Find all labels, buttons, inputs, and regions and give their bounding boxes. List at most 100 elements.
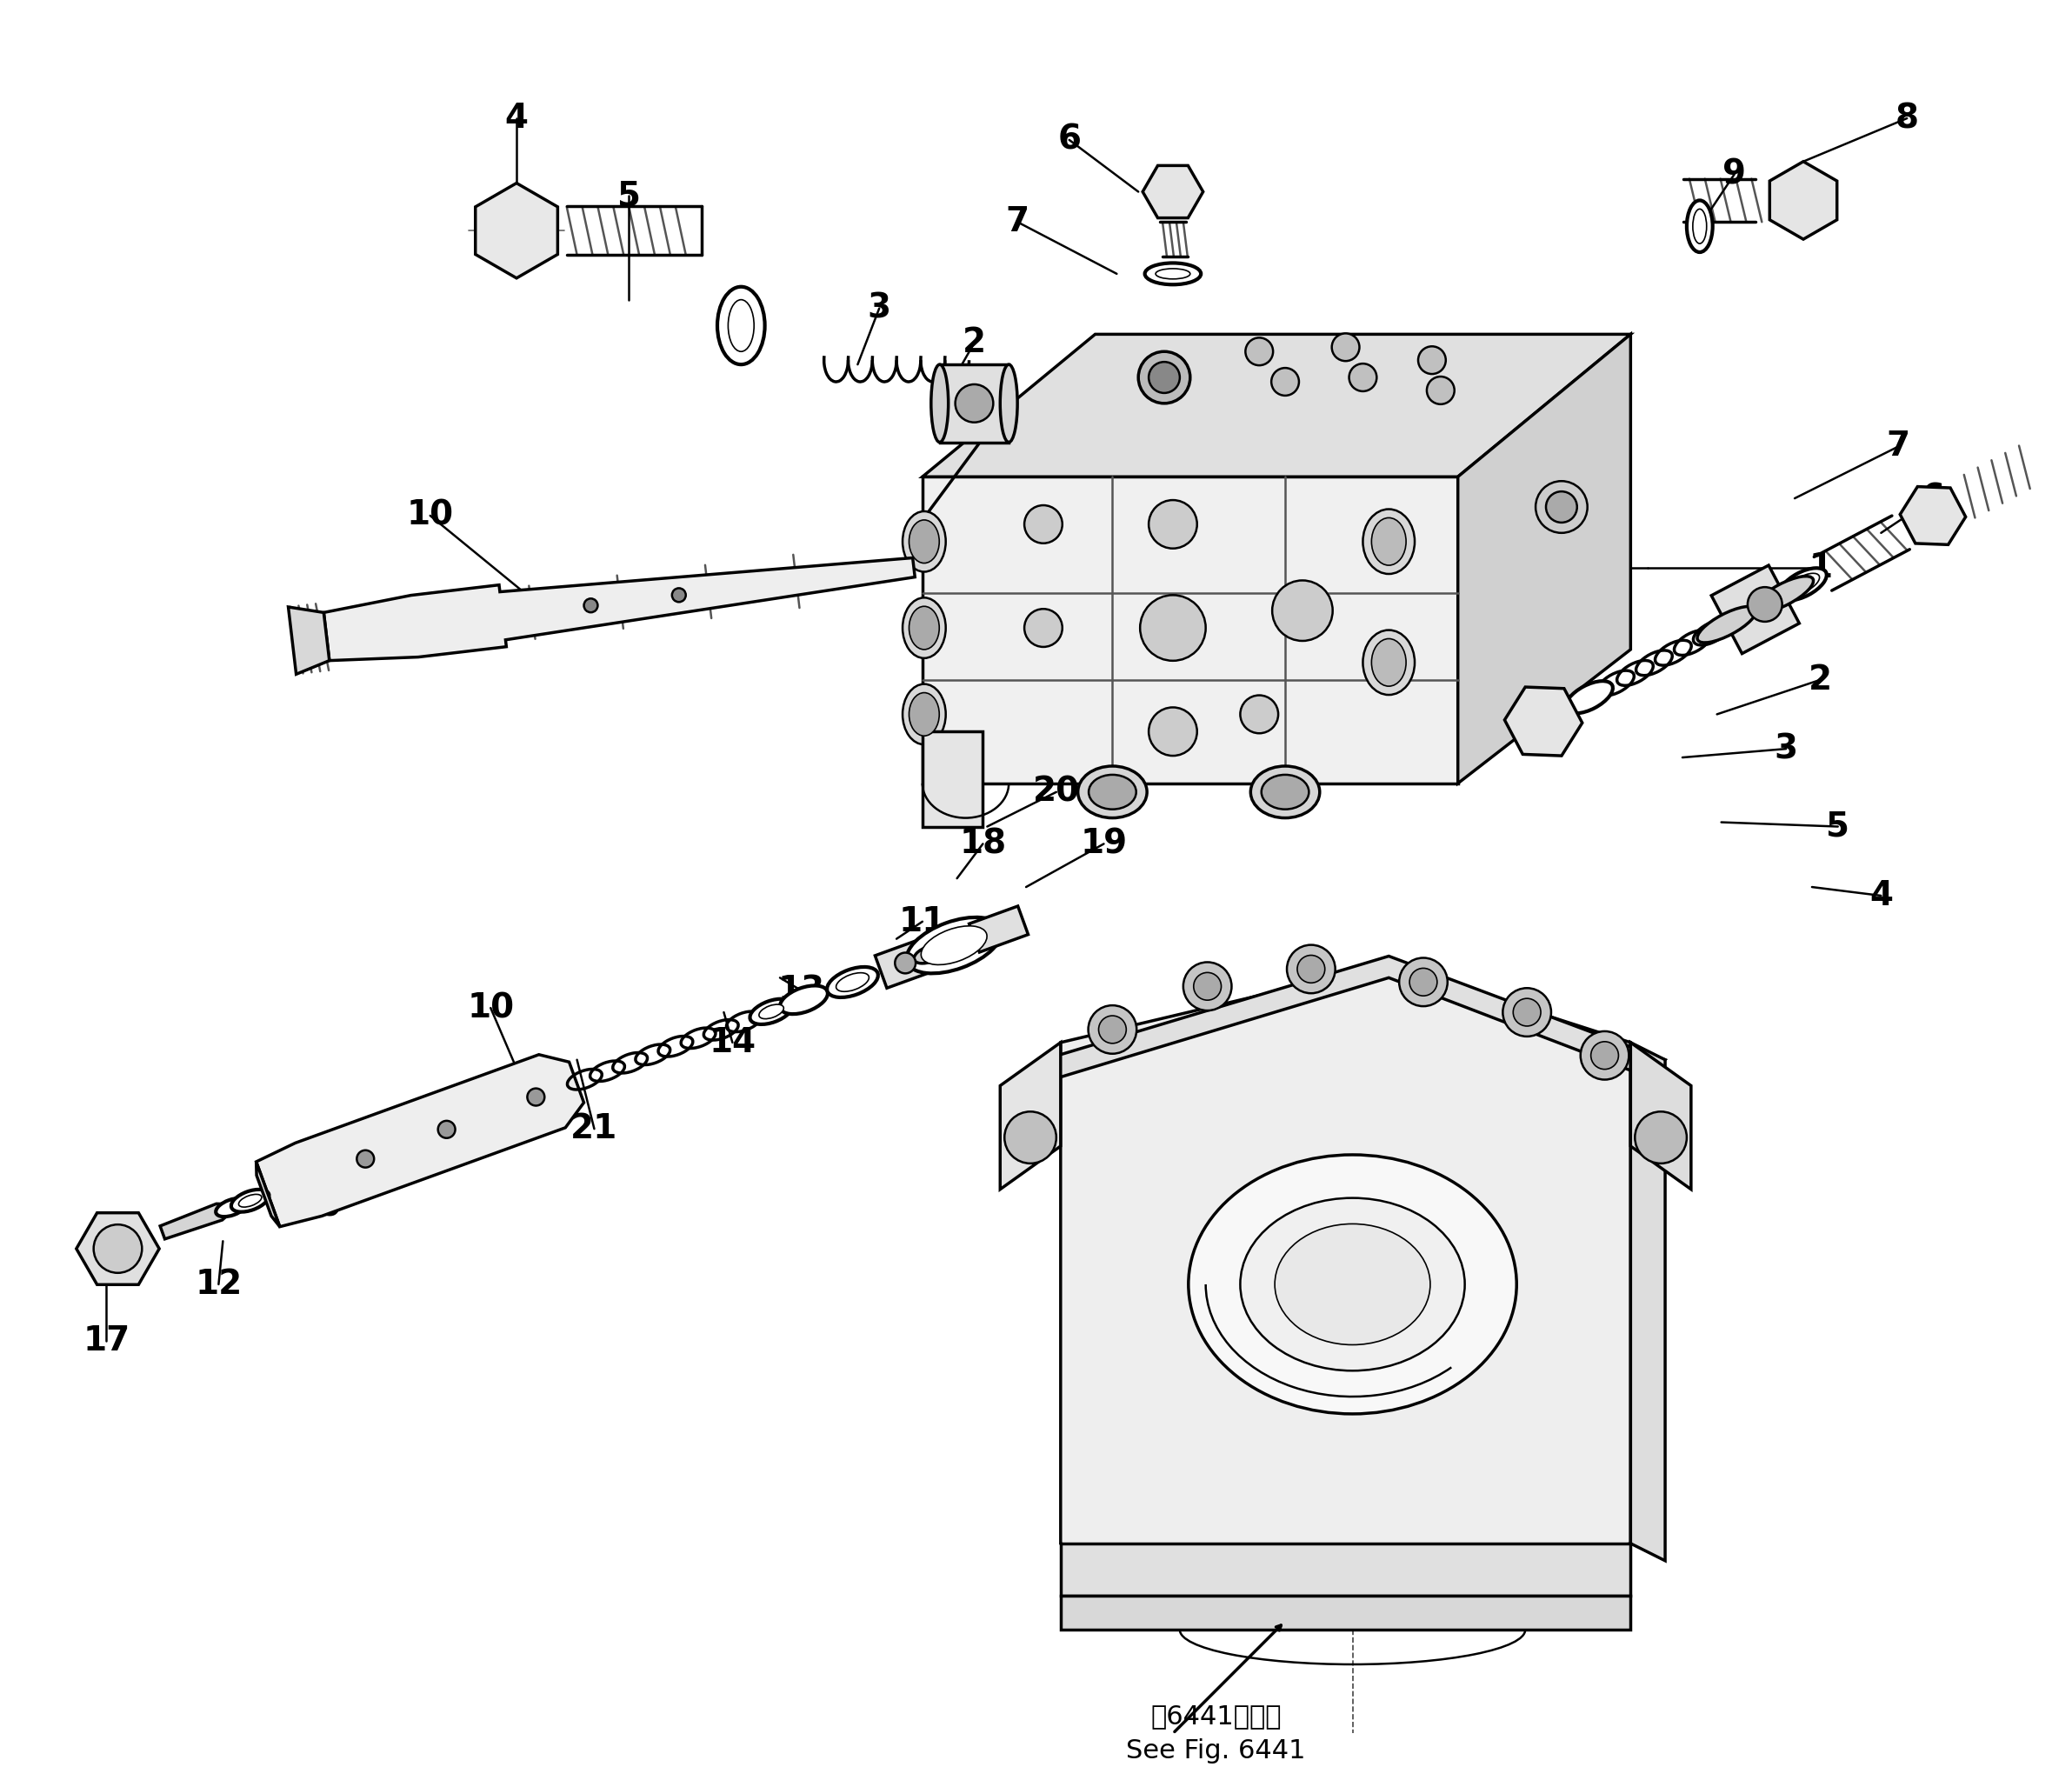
Text: 15: 15 (338, 1138, 385, 1170)
Ellipse shape (1786, 574, 1819, 595)
Ellipse shape (1755, 575, 1813, 613)
Polygon shape (1061, 1596, 1631, 1630)
Circle shape (1349, 363, 1376, 391)
Polygon shape (1044, 956, 1666, 1078)
Polygon shape (1459, 334, 1631, 783)
Polygon shape (874, 938, 937, 988)
Circle shape (1148, 500, 1198, 549)
Circle shape (1332, 334, 1359, 361)
Polygon shape (1001, 1042, 1061, 1190)
Ellipse shape (232, 1190, 269, 1212)
Circle shape (1635, 1112, 1687, 1163)
Polygon shape (474, 182, 557, 279)
Circle shape (955, 384, 992, 422)
Circle shape (584, 599, 597, 613)
Circle shape (1546, 491, 1577, 522)
Ellipse shape (215, 1199, 247, 1217)
Ellipse shape (1693, 209, 1707, 243)
Polygon shape (970, 906, 1028, 952)
Polygon shape (1631, 1042, 1691, 1190)
Ellipse shape (717, 286, 765, 365)
Polygon shape (922, 334, 1631, 477)
Polygon shape (77, 1213, 160, 1285)
Circle shape (1138, 352, 1189, 404)
Circle shape (1098, 1015, 1127, 1044)
Circle shape (1272, 581, 1332, 642)
Ellipse shape (1156, 268, 1189, 279)
Circle shape (1417, 347, 1446, 373)
Text: 7: 7 (1886, 431, 1910, 463)
Text: 12: 12 (195, 1267, 242, 1301)
Text: 4: 4 (506, 102, 528, 134)
Circle shape (1088, 1006, 1138, 1054)
Ellipse shape (903, 684, 945, 745)
Ellipse shape (1001, 365, 1017, 441)
Ellipse shape (238, 1194, 261, 1206)
Ellipse shape (1077, 767, 1148, 818)
Circle shape (1502, 988, 1552, 1036)
Circle shape (1535, 481, 1587, 533)
Circle shape (1024, 506, 1063, 543)
Circle shape (1272, 368, 1299, 395)
Polygon shape (1900, 486, 1966, 545)
Ellipse shape (1687, 200, 1714, 252)
Polygon shape (257, 1054, 584, 1226)
Ellipse shape (1372, 518, 1407, 565)
Circle shape (1193, 972, 1220, 1001)
Circle shape (1148, 363, 1179, 393)
Ellipse shape (1189, 1154, 1517, 1414)
Ellipse shape (1088, 776, 1135, 810)
Circle shape (1297, 956, 1324, 983)
Polygon shape (922, 731, 982, 827)
Polygon shape (1061, 965, 1631, 1621)
Circle shape (1140, 595, 1206, 661)
Polygon shape (1504, 686, 1583, 756)
Polygon shape (922, 477, 1459, 783)
Text: 20: 20 (1032, 776, 1080, 808)
Circle shape (1158, 356, 1187, 382)
Text: 1: 1 (1809, 550, 1832, 584)
Circle shape (1005, 1112, 1057, 1163)
Ellipse shape (903, 511, 945, 572)
Text: 11: 11 (899, 904, 947, 938)
Ellipse shape (930, 365, 949, 441)
Text: 第6441図参照: 第6441図参照 (1150, 1703, 1280, 1728)
Ellipse shape (1363, 631, 1415, 695)
Circle shape (1148, 708, 1198, 756)
Polygon shape (1061, 1544, 1631, 1596)
Circle shape (1581, 1031, 1629, 1079)
Ellipse shape (837, 972, 868, 992)
Text: 2: 2 (963, 327, 986, 359)
Ellipse shape (1251, 767, 1320, 818)
Ellipse shape (1363, 509, 1415, 574)
Circle shape (1183, 961, 1231, 1010)
Text: 2: 2 (1809, 663, 1832, 697)
Polygon shape (941, 365, 1009, 441)
Text: 14: 14 (709, 1026, 756, 1060)
Circle shape (671, 588, 686, 602)
Text: 17: 17 (83, 1324, 131, 1356)
Circle shape (1409, 969, 1438, 995)
Ellipse shape (922, 926, 986, 965)
Ellipse shape (908, 917, 1001, 974)
Circle shape (1245, 338, 1272, 365)
Polygon shape (1142, 166, 1204, 218)
Circle shape (1513, 999, 1542, 1026)
Text: 6: 6 (1921, 482, 1946, 515)
Circle shape (1428, 377, 1455, 404)
Ellipse shape (727, 300, 754, 352)
Ellipse shape (1566, 681, 1612, 713)
Text: 13: 13 (777, 974, 825, 1008)
Text: 10: 10 (466, 992, 514, 1024)
Ellipse shape (1146, 263, 1202, 284)
Text: 16: 16 (294, 1190, 342, 1222)
Ellipse shape (914, 945, 945, 963)
Circle shape (1241, 695, 1278, 733)
Ellipse shape (903, 597, 945, 658)
Text: 3: 3 (1774, 733, 1798, 765)
Ellipse shape (1262, 776, 1310, 810)
Ellipse shape (1697, 606, 1757, 643)
Ellipse shape (910, 520, 939, 563)
Text: 5: 5 (1825, 810, 1850, 843)
Circle shape (356, 1151, 375, 1167)
